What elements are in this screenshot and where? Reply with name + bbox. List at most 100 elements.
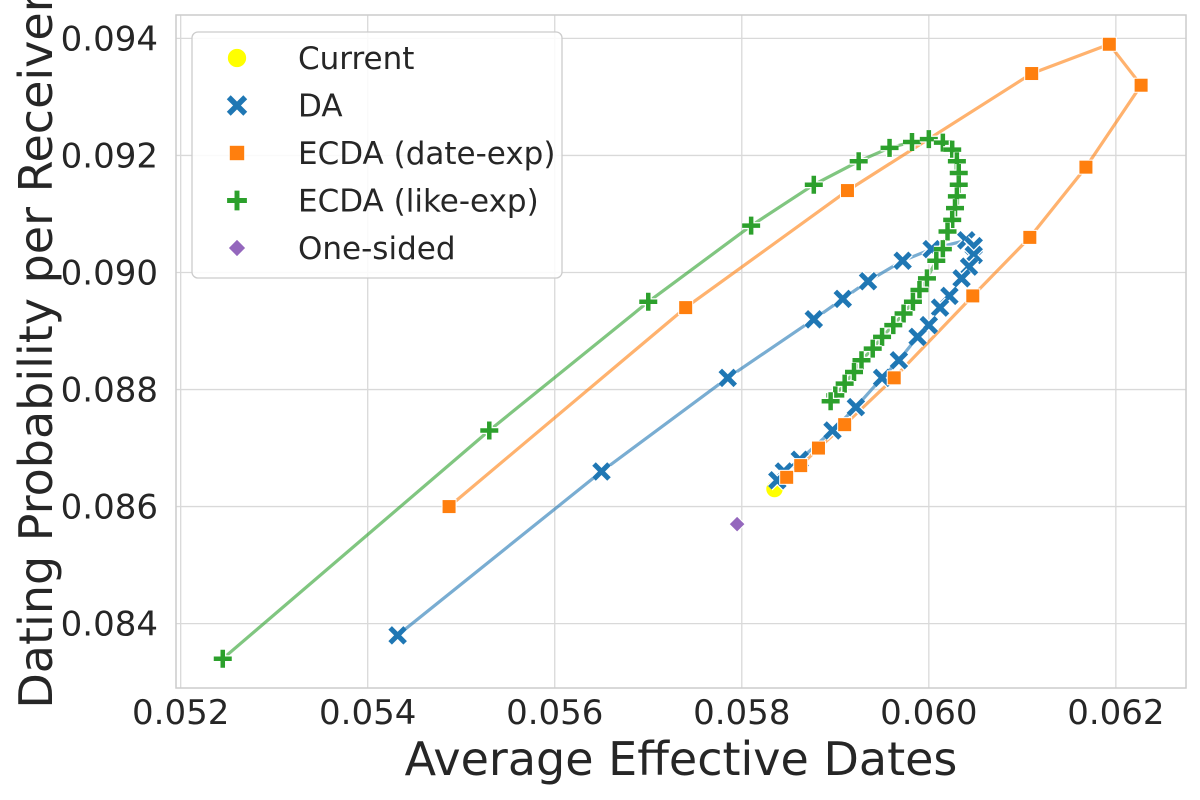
data-point-da (387, 625, 408, 646)
legend-label-da: DA (298, 89, 343, 125)
legend: Current DA ECDA (date-exp) ECDA (like-exp) O… (191, 31, 563, 279)
data-point-ecda-like-exp-stroke (927, 251, 946, 270)
data-point-ecda-like-exp (742, 216, 761, 235)
y-tick-label: 0.084 (61, 605, 158, 645)
data-point-da-stroke (592, 462, 611, 481)
legend-label-ecda-date-exp: ECDA (date-exp) (298, 136, 555, 172)
series-markers (213, 36, 1149, 668)
data-point-da (963, 244, 984, 266)
data-point-ecda-like-exp (863, 339, 882, 358)
data-point-ecda-like-exp (835, 374, 854, 393)
legend-marker-da (225, 94, 249, 117)
data-point-ecda-date-exp (886, 370, 902, 386)
data-point-da-stroke (893, 251, 912, 271)
y-tick-labels: 0.084 0.086 0.088 0.090 0.092 0.094 (61, 19, 158, 644)
x-tick-label: 0.060 (880, 693, 977, 733)
data-point-da (907, 326, 928, 348)
data-point-ecda-like-exp-stroke (910, 281, 929, 300)
data-point-ecda-like-exp (852, 351, 871, 370)
data-point-ecda-like-exp-stroke (919, 130, 938, 149)
y-tick-label: 0.094 (61, 19, 158, 59)
data-point-da-stroke (964, 245, 983, 265)
legend-marker-ecda-like-exp (227, 190, 247, 211)
data-point-ecda-like-exp (943, 210, 962, 229)
data-point-da-stroke (833, 289, 853, 309)
data-point-ecda-like-exp (849, 152, 868, 171)
data-point-da-stroke (718, 368, 738, 388)
data-point-ecda-like-exp-stroke (835, 374, 854, 393)
legend-marker-da-stroke (226, 95, 248, 116)
data-point-da-stroke (858, 272, 878, 291)
data-point-ecda-like-exp-stroke (480, 421, 499, 440)
data-point-ecda-like-exp-stroke (933, 240, 952, 259)
data-point-da-stroke (846, 397, 866, 417)
data-point-ecda-like-exp (880, 138, 899, 157)
data-point-ecda-like-exp-stroke (894, 304, 913, 323)
data-point-ecda-like-exp (910, 281, 929, 300)
data-point-ecda-date-exp (965, 288, 981, 304)
data-point-ecda-date-exp (779, 469, 795, 485)
data-point-ecda-like-exp-stroke (943, 140, 962, 159)
data-point-da-stroke (889, 351, 909, 370)
data-point-ecda-like-exp-stroke (821, 392, 840, 411)
legend-marker-one-sided (227, 238, 247, 258)
data-point-ecda-like-exp (919, 130, 938, 149)
data-point-ecda-like-exp (480, 421, 499, 440)
x-tick-label: 0.052 (132, 693, 229, 733)
data-point-da (888, 350, 910, 371)
data-point-ecda-like-exp (884, 316, 903, 335)
data-point-ecda-like-exp-stroke (804, 175, 823, 194)
data-point-ecda-like-exp (639, 292, 658, 311)
data-point-ecda-like-exp (903, 292, 922, 311)
y-tick-label: 0.092 (61, 136, 158, 176)
data-point-da (845, 396, 867, 418)
data-point-da (717, 367, 738, 388)
data-point-ecda-like-exp (873, 327, 892, 346)
y-tick-label: 0.086 (61, 488, 158, 528)
data-point-ecda-like-exp-stroke (943, 210, 962, 229)
data-point-da (857, 271, 879, 292)
x-tick-label: 0.058 (693, 693, 790, 733)
data-point-ecda-date-exp (1101, 36, 1117, 52)
legend-marker-ecda-like-exp-stroke (227, 190, 247, 211)
data-point-ecda-like-exp (821, 392, 840, 411)
data-point-ecda-like-exp (938, 222, 957, 241)
data-point-one-sided (728, 515, 746, 533)
data-point-da-stroke (908, 327, 927, 347)
data-point-ecda-date-exp (810, 440, 826, 456)
data-point-ecda-like-exp (917, 269, 936, 288)
data-point-ecda-like-exp-stroke (917, 269, 936, 288)
plot-frame (175, 14, 1187, 689)
data-point-ecda-date-exp (793, 458, 809, 474)
data-point-da-stroke (804, 310, 824, 329)
data-point-da (929, 297, 951, 318)
data-point-da-stroke (952, 269, 971, 288)
data-point-ecda-date-exp (1022, 229, 1038, 245)
data-point-ecda-like-exp (213, 649, 232, 668)
x-tick-labels: 0.052 0.054 0.056 0.058 0.060 0.062 (132, 693, 1165, 733)
data-point-ecda-like-exp (902, 132, 921, 151)
data-point-ecda-date-exp (1078, 159, 1094, 175)
data-point-da (951, 268, 972, 289)
y-tick-label: 0.088 (61, 371, 158, 411)
x-tick-label: 0.062 (1067, 693, 1164, 733)
data-point-ecda-like-exp-stroke (903, 292, 922, 311)
data-point-ecda-like-exp-stroke (639, 292, 658, 311)
data-point-ecda-like-exp (943, 140, 962, 159)
data-point-ecda-like-exp-stroke (902, 132, 921, 151)
data-point-ecda-like-exp (933, 240, 952, 259)
legend-frame (191, 31, 563, 279)
data-point-ecda-like-exp-stroke (852, 351, 871, 370)
data-point-da-stroke (930, 298, 950, 317)
legend-marker-ecda-date-exp (228, 144, 246, 162)
x-tick-label: 0.054 (319, 693, 416, 733)
data-point-da (591, 461, 612, 482)
data-point-da (803, 309, 824, 330)
data-point-ecda-like-exp-stroke (742, 216, 761, 235)
x-axis-label: Average Effective Dates (405, 732, 958, 786)
y-axis-label: Dating Probability per Receiver (9, 0, 63, 709)
y-tick-label: 0.090 (61, 253, 158, 293)
data-point-ecda-date-exp (837, 417, 853, 433)
